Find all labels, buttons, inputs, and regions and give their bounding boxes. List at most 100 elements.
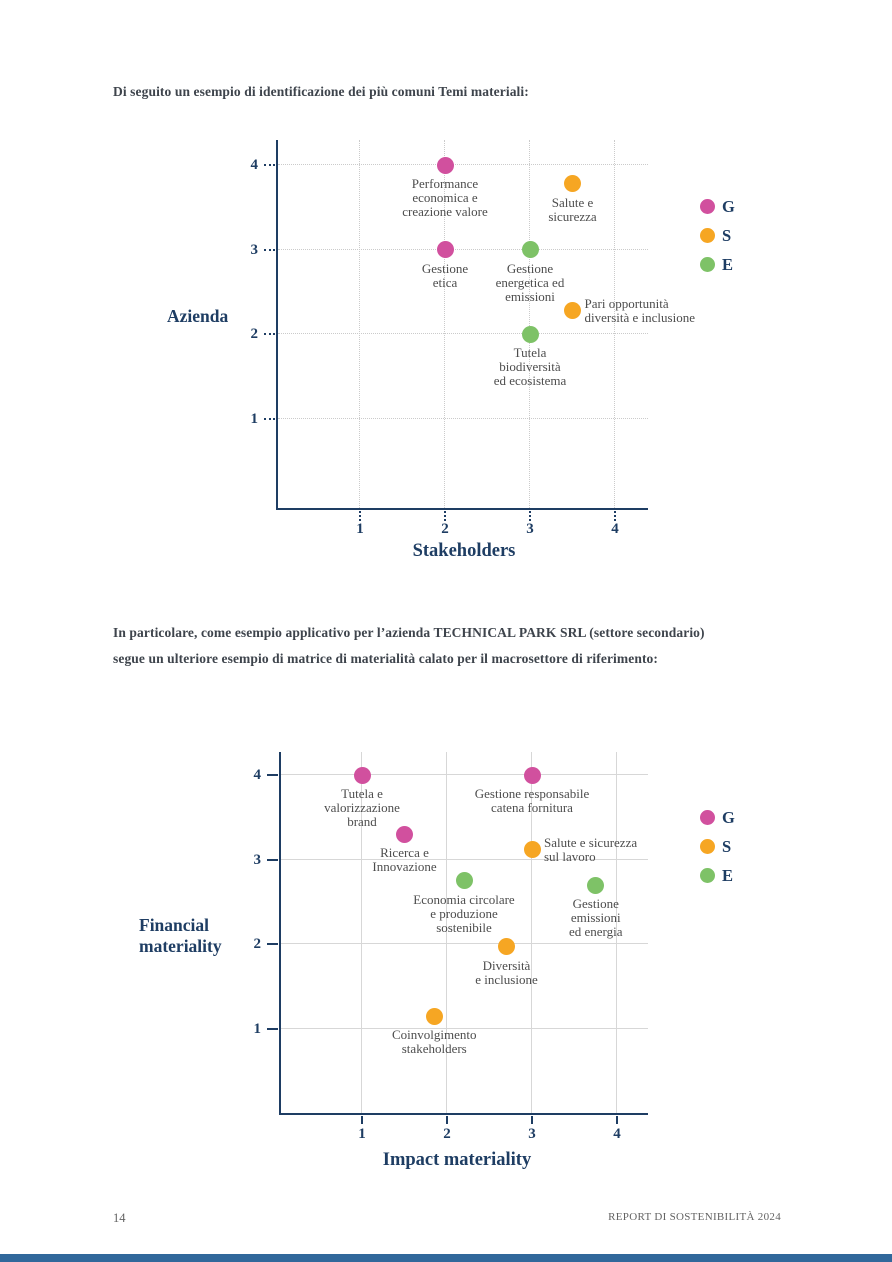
point-label: Gestione energetica ed emissioni [495, 260, 565, 304]
legend-dot-s [700, 228, 715, 243]
point-label: Tutela e valorizzazione brand [324, 786, 400, 829]
legend-label-s: S [722, 225, 732, 245]
legend-item-e: E [700, 861, 735, 890]
data-point-e [587, 876, 605, 894]
x-tick-mark [529, 511, 531, 521]
legend-item-e: E [700, 250, 735, 279]
point-label: Gestione emissioni ed energia [568, 896, 623, 940]
x-tick-label: 2 [443, 1126, 451, 1142]
x-axis-label: Stakeholders [412, 541, 516, 561]
y-tick-label: 2 [253, 936, 262, 953]
gridline-horizontal [278, 164, 648, 165]
x-tick-mark [616, 1116, 618, 1124]
x-tick-label: 1 [356, 521, 364, 537]
legend-label-e: E [722, 865, 734, 885]
data-point-e [521, 325, 539, 343]
gridline-vertical [446, 752, 447, 1113]
gridline-vertical [531, 752, 532, 1113]
point-label: Salute e sicurezza [548, 194, 597, 224]
x-tick-label: 2 [441, 521, 449, 537]
footer-page-number: 14 [113, 1211, 126, 1225]
x-tick-mark [614, 511, 616, 521]
y-tick-label: 4 [253, 767, 262, 783]
paragraph2-line1: In particolare, come esempio applicativo… [113, 625, 705, 640]
y-tick-label: 2 [250, 326, 259, 343]
legend-item-g: G [700, 803, 735, 832]
point-label: Coinvolgimento stakeholders [392, 1027, 477, 1057]
y-tick-label: 4 [250, 157, 259, 173]
gridline-vertical [529, 140, 530, 508]
point-label: Salute e sicurezza sul lavoro [544, 834, 638, 864]
point-label: Gestione etica [421, 260, 469, 290]
point-label: Performance economica e creazione valore [402, 176, 488, 219]
y-tick-label: 1 [250, 411, 259, 428]
data-point-e [455, 872, 473, 890]
legend-dot-e [700, 257, 715, 272]
data-point-g [353, 766, 371, 784]
legend-dot-g [700, 810, 715, 825]
x-tick-label: 4 [611, 521, 619, 537]
gridline-horizontal [278, 333, 648, 335]
legend-item-s: S [700, 221, 735, 250]
gridline-horizontal [281, 1028, 648, 1030]
point-label: Diversità e inclusione [475, 957, 538, 987]
data-point-s [498, 938, 515, 956]
gridline-vertical [614, 140, 615, 508]
gridline-vertical [359, 140, 360, 508]
y-tick-mark [267, 774, 278, 776]
gridline-vertical [444, 140, 445, 508]
y-tick-mark [264, 164, 275, 166]
x-tick-label: 3 [528, 1126, 536, 1142]
y-tick-mark [267, 858, 278, 861]
data-point-e [521, 241, 539, 259]
y-axis-label: Azienda [167, 306, 229, 326]
legend-label-s: S [722, 836, 732, 856]
legend-dot-g [700, 199, 715, 214]
gridline-vertical [616, 752, 617, 1113]
y-tick-mark [264, 418, 275, 421]
y-tick-label: 3 [250, 241, 259, 258]
x-tick-mark [361, 1116, 363, 1124]
point-label: Tutela biodiversità ed ecosistema [493, 345, 567, 389]
point-label: Economia circolare e produzione sostenibil… [413, 891, 515, 935]
gridline-horizontal [281, 774, 648, 775]
data-point-g [436, 241, 454, 259]
y-axis-label: Financial materiality [139, 915, 222, 956]
y-tick-mark [267, 943, 278, 946]
point-label: Gestione responsabile catena fornitura [474, 786, 590, 815]
point-label: Ricerca e Innovazione [372, 845, 437, 875]
data-point-g [436, 156, 454, 174]
legend-dot-s [700, 839, 715, 854]
y-tick-label: 1 [253, 1021, 262, 1038]
data-point-s [564, 302, 581, 320]
data-point-s [564, 175, 581, 193]
y-tick-mark [264, 333, 275, 336]
axis-spine [279, 752, 648, 1115]
y-tick-mark [267, 1028, 278, 1031]
footer-accent-bar [0, 1254, 892, 1262]
legend-label-g: G [722, 807, 735, 827]
point-label: Pari opportunità diversità e inclusione [584, 295, 695, 325]
x-tick-mark [444, 511, 446, 521]
data-point-g [396, 825, 413, 843]
gridline-horizontal [281, 858, 648, 860]
x-tick-mark [531, 1116, 533, 1124]
gridline-horizontal [278, 418, 648, 420]
gridline-vertical [361, 752, 362, 1113]
gridline-horizontal [278, 248, 648, 250]
x-tick-label: 1 [358, 1126, 366, 1142]
data-point-s [425, 1007, 443, 1025]
data-point-s [523, 841, 541, 859]
legend-item-g: G [700, 192, 735, 221]
legend-dot-e [700, 868, 715, 883]
y-tick-label: 3 [253, 851, 262, 868]
footer-report-title: REPORT DI SOSTENIBILITÀ 2024 [608, 1211, 781, 1223]
x-axis-label: Impact materiality [382, 1150, 532, 1170]
x-tick-mark [446, 1116, 448, 1124]
legend-item-s: S [700, 832, 735, 861]
x-tick-label: 4 [613, 1126, 621, 1142]
